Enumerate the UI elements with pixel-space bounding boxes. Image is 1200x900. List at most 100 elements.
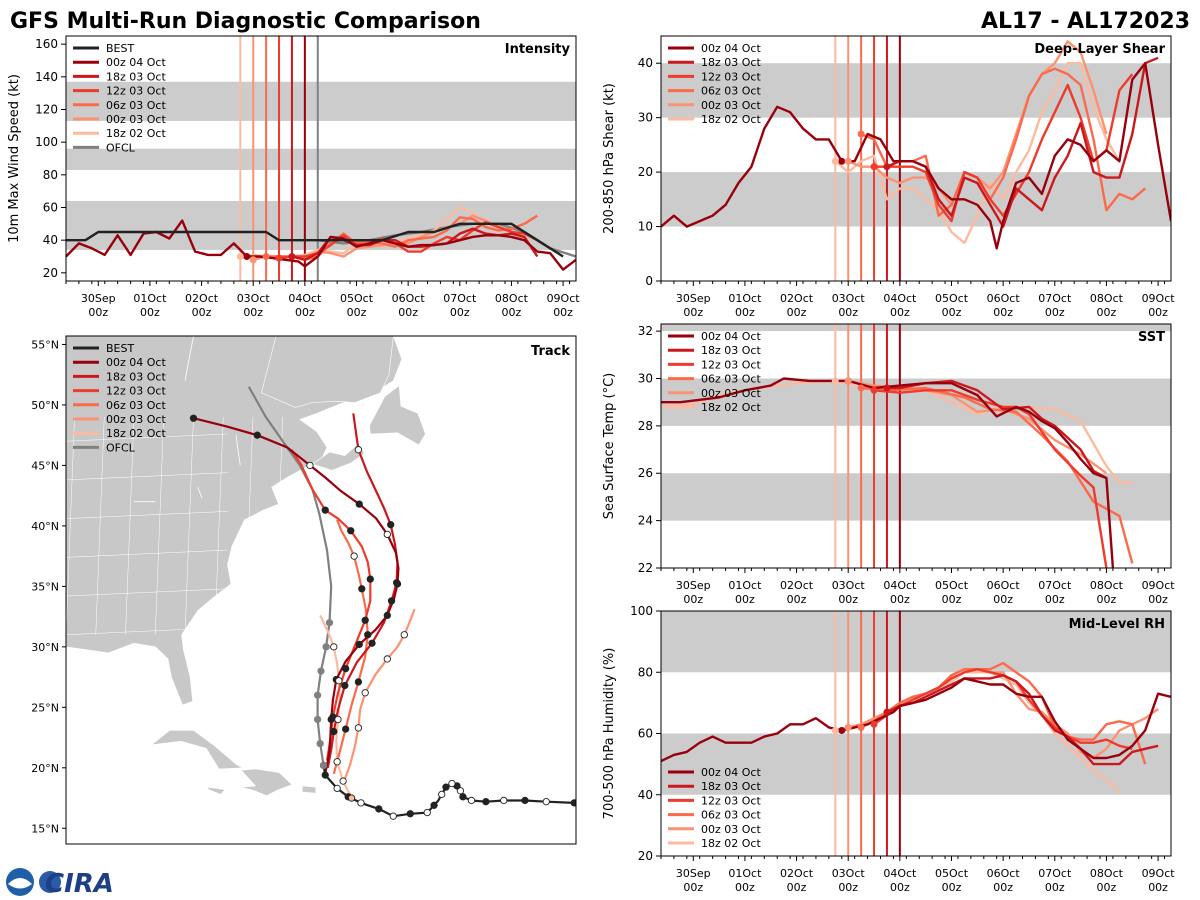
track-point	[570, 799, 576, 807]
intensity-x-tick-label-time: 00z	[450, 306, 470, 319]
land-mass	[240, 768, 293, 796]
track-point	[448, 779, 456, 788]
track-point	[456, 787, 465, 795]
track-point	[354, 724, 363, 732]
track-lat-label: 20°N	[31, 762, 59, 775]
rh-x-tick-label-date: 08Oct	[1090, 867, 1124, 880]
track-legend-label: 00z 03 Oct	[106, 413, 166, 426]
track-point	[361, 689, 369, 697]
track-point	[438, 790, 446, 799]
shear-panel: 01020304030Sep00z01Oct00z02Oct00z03Oct00…	[602, 35, 1175, 319]
sst-init-marker	[857, 384, 865, 392]
sst-x-tick-label-time: 00z	[1148, 593, 1168, 606]
sst-x-tick-label-date: 07Oct	[1038, 579, 1072, 592]
track-point	[375, 805, 383, 813]
track-point	[317, 667, 325, 675]
rh-init-marker	[870, 720, 878, 728]
track-point	[355, 500, 363, 508]
track-point	[521, 796, 529, 805]
sst-plot-area	[661, 324, 1171, 568]
intensity-x-tick-label-time: 00z	[295, 306, 315, 319]
rh-x-tick-label-time: 00z	[1045, 881, 1065, 894]
intensity-x-tick-label-date: 07Oct	[443, 292, 477, 305]
track-point	[400, 631, 408, 639]
intensity-x-tick-label-time: 00z	[398, 306, 418, 319]
shear-x-tick-label-date: 07Oct	[1038, 292, 1072, 305]
shear-band	[661, 172, 1171, 227]
track-frame	[65, 335, 577, 845]
track-point	[350, 552, 358, 560]
sst-x-tick-label-time: 00z	[942, 593, 962, 606]
land-mass	[150, 729, 244, 770]
state-border	[274, 417, 283, 635]
shear-y-axis-label: 200-850 hPa Shear (kt)	[602, 83, 617, 234]
land-mass	[369, 385, 426, 446]
rh-legend-label: 06z 03 Oct	[701, 809, 761, 822]
track-point	[392, 579, 401, 587]
track-point	[354, 678, 363, 686]
shear-x-tick-label-date: 05Oct	[935, 292, 969, 305]
rh-y-tick-label: 20	[638, 849, 653, 863]
rh-panel-title: Mid-Level RH	[1069, 617, 1165, 632]
intensity-x-tick-label-date: 04Oct	[288, 292, 322, 305]
sst-x-tick-label-time: 00z	[993, 593, 1013, 606]
track-point	[500, 796, 508, 805]
land-mass	[261, 336, 394, 408]
track-lat-label: 40°N	[31, 520, 59, 533]
rh-y-axis-label: 700-500 hPa Humidity (%)	[602, 648, 617, 820]
rh-band	[661, 611, 1171, 673]
shear-legend-label: 18z 02 Oct	[701, 113, 761, 126]
rh-legend-label: 00z 03 Oct	[701, 823, 761, 836]
rh-init-marker	[844, 723, 852, 731]
state-border	[184, 417, 194, 635]
track-point	[542, 798, 550, 806]
intensity-x-tick-label-time: 00z	[192, 306, 212, 319]
sst-y-tick-label: 22	[638, 561, 653, 575]
shear-x-tick-label-time: 00z	[1045, 306, 1065, 319]
shear-y-tick-label: 10	[638, 220, 653, 234]
track-point	[361, 616, 369, 624]
intensity-x-tick-label-date: 02Oct	[185, 292, 219, 305]
intensity-init-marker	[243, 253, 251, 260]
sst-x-tick-label-time: 00z	[787, 593, 807, 606]
sst-x-tick-label-date: 09Oct	[1142, 579, 1176, 592]
track-lat-label: 35°N	[31, 580, 59, 593]
track-point	[330, 643, 338, 651]
shear-init-marker	[857, 130, 865, 138]
track-point	[347, 527, 355, 535]
track-legend-label: 12z 03 Oct	[106, 385, 166, 398]
sst-band	[661, 378, 1171, 426]
intensity-init-marker	[249, 256, 257, 264]
track-point	[383, 611, 391, 620]
intensity-band	[66, 200, 576, 250]
track-lat-label: 55°N	[31, 338, 59, 351]
shear-init-marker	[838, 157, 846, 165]
track-point	[334, 715, 342, 724]
intensity-x-tick-label-time: 00z	[243, 306, 263, 319]
shear-init-marker	[870, 163, 878, 171]
shear-plot-area	[661, 36, 1171, 281]
intensity-y-tick-label: 60	[43, 201, 58, 215]
shear-init-marker	[883, 163, 891, 171]
rh-y-tick-label: 100	[630, 604, 653, 618]
shear-x-tick-label-time: 00z	[993, 306, 1013, 319]
track-panel-title: Track	[531, 344, 570, 359]
rh-x-tick-label-date: 03Oct	[832, 867, 866, 880]
sst-x-tick-label-time: 00z	[735, 593, 755, 606]
rh-x-tick-label-time: 00z	[1097, 881, 1117, 894]
shear-x-tick-label-time: 00z	[787, 306, 807, 319]
track-point	[319, 761, 328, 770]
track-legend-label: 18z 02 Oct	[106, 427, 166, 440]
state-border	[66, 472, 228, 481]
rh-init-marker	[838, 726, 846, 734]
intensity-band	[66, 81, 576, 121]
track-point	[316, 739, 324, 748]
shear-series-line	[874, 73, 1134, 223]
intensity-legend-label: BEST	[106, 42, 134, 55]
track-point	[321, 506, 329, 514]
rh-series-line	[860, 661, 1147, 765]
sst-series-line	[661, 377, 1115, 568]
track-point	[339, 777, 347, 785]
track-lat-label: 50°N	[31, 399, 59, 412]
shear-y-tick-label: 40	[638, 56, 653, 70]
